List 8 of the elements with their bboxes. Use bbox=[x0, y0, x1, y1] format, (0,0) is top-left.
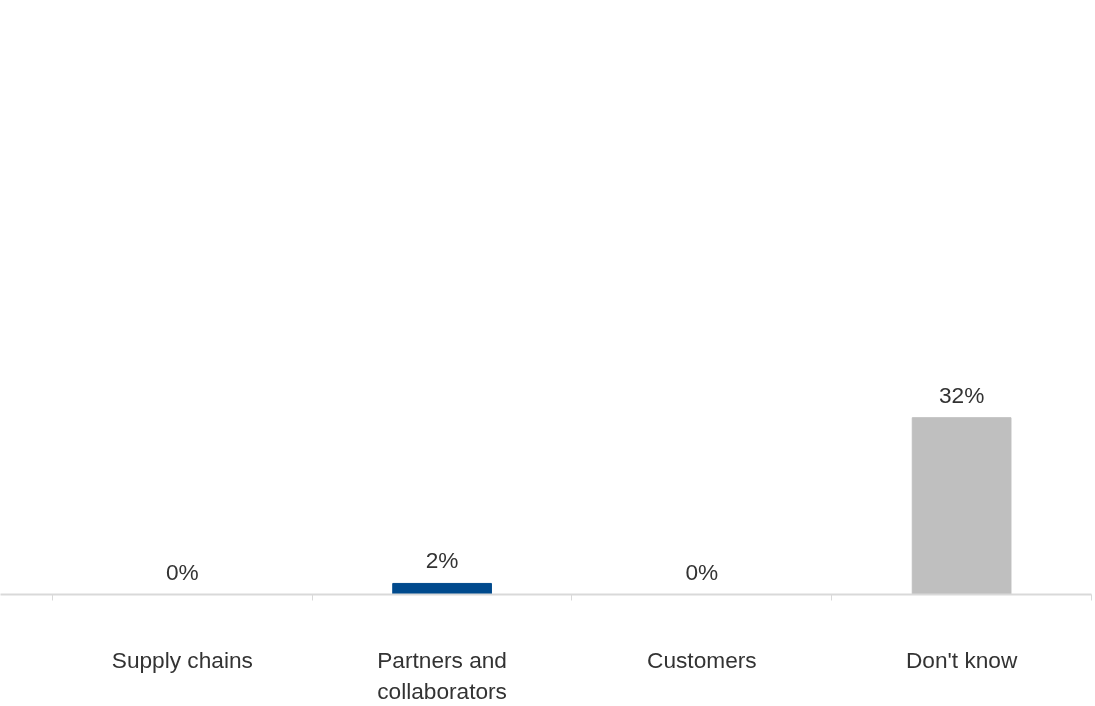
x-tick-label: Don't know bbox=[905, 646, 1018, 673]
data-label: 0% bbox=[685, 558, 719, 585]
x-tick-label: Partners and collaborators bbox=[377, 646, 507, 704]
data-label: 0% bbox=[165, 558, 199, 585]
data-label: 32% bbox=[938, 381, 985, 408]
x-tick-label: Supply chains bbox=[111, 646, 253, 673]
data-label: 2% bbox=[425, 547, 459, 574]
x-tick-label: Customers bbox=[647, 646, 757, 673]
